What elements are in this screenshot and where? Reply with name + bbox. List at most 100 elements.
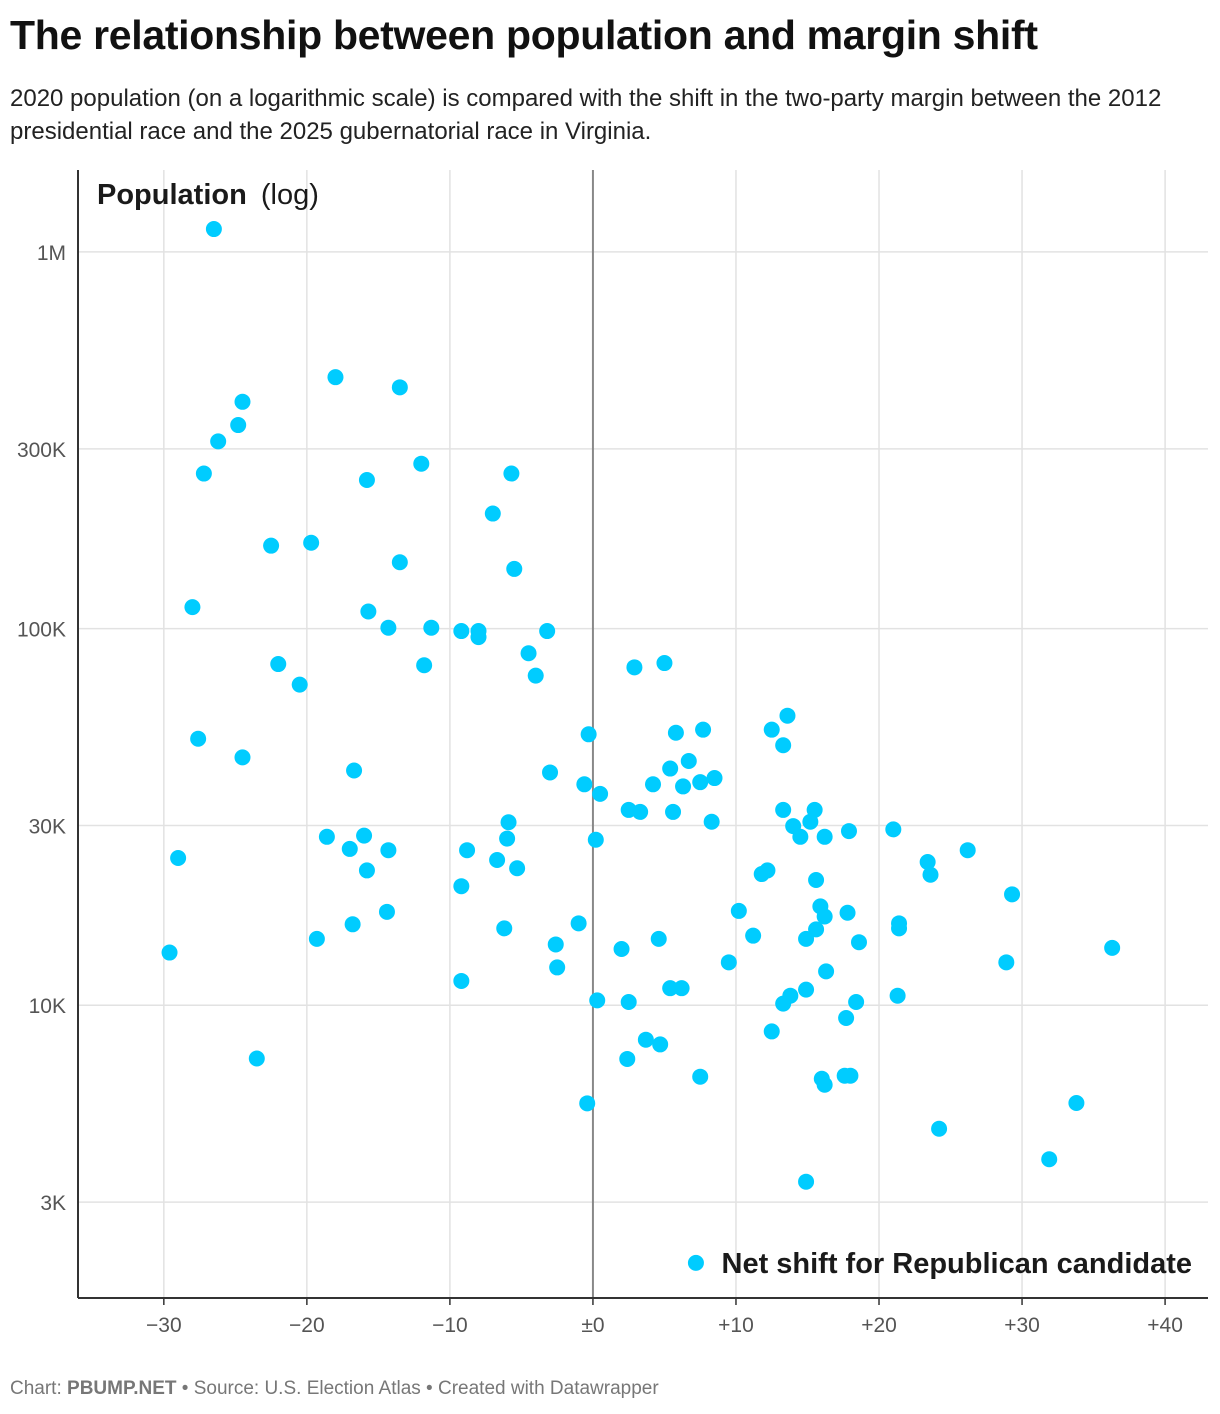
data-point[interactable] <box>589 992 606 1009</box>
data-point[interactable] <box>484 505 501 522</box>
data-point[interactable] <box>675 778 692 795</box>
data-point[interactable] <box>161 944 178 961</box>
data-point[interactable] <box>489 851 506 868</box>
data-point[interactable] <box>291 676 308 693</box>
data-point[interactable] <box>423 619 440 636</box>
data-point[interactable] <box>1004 886 1021 903</box>
data-point[interactable] <box>170 849 187 866</box>
data-point[interactable] <box>453 623 470 640</box>
data-point[interactable] <box>848 993 865 1010</box>
data-point[interactable] <box>234 749 251 766</box>
data-point[interactable] <box>673 980 690 997</box>
data-point[interactable] <box>840 823 857 840</box>
data-point[interactable] <box>745 927 762 944</box>
data-point[interactable] <box>656 655 673 672</box>
data-point[interactable] <box>922 866 939 883</box>
data-point[interactable] <box>620 993 637 1010</box>
data-point[interactable] <box>808 921 825 938</box>
data-point[interactable] <box>549 959 566 976</box>
data-point[interactable] <box>303 534 320 551</box>
data-point[interactable] <box>645 776 662 793</box>
data-point[interactable] <box>687 1254 704 1271</box>
data-point[interactable] <box>413 455 430 472</box>
data-point[interactable] <box>380 842 397 859</box>
data-point[interactable] <box>1041 1151 1058 1168</box>
data-point[interactable] <box>579 1095 596 1112</box>
data-point[interactable] <box>753 866 770 883</box>
data-point[interactable] <box>230 417 247 434</box>
data-point[interactable] <box>356 827 373 844</box>
data-point[interactable] <box>184 599 201 616</box>
data-point[interactable] <box>637 1031 654 1048</box>
data-point[interactable] <box>838 1009 855 1026</box>
data-point[interactable] <box>706 770 723 787</box>
data-point[interactable] <box>730 902 747 919</box>
data-point[interactable] <box>509 860 526 877</box>
data-point[interactable] <box>344 916 361 933</box>
data-point[interactable] <box>842 1067 859 1084</box>
data-point[interactable] <box>358 472 375 489</box>
data-point[interactable] <box>1104 939 1121 956</box>
data-point[interactable] <box>775 737 792 754</box>
data-point[interactable] <box>919 854 936 871</box>
data-point[interactable] <box>378 903 395 920</box>
data-point[interactable] <box>665 803 682 820</box>
data-point[interactable] <box>798 930 815 947</box>
data-point[interactable] <box>619 1050 636 1067</box>
data-point[interactable] <box>234 393 251 410</box>
data-point[interactable] <box>779 707 796 724</box>
data-point[interactable] <box>650 930 667 947</box>
data-point[interactable] <box>692 774 709 791</box>
footer-chart-source[interactable]: PBUMP.NET <box>67 1378 177 1399</box>
data-point[interactable] <box>703 813 720 830</box>
data-point[interactable] <box>626 659 643 676</box>
data-point[interactable] <box>839 904 856 921</box>
data-point[interactable] <box>889 987 906 1004</box>
data-point[interactable] <box>308 930 325 947</box>
data-point[interactable] <box>346 762 363 779</box>
data-point[interactable] <box>1068 1095 1085 1112</box>
data-point[interactable] <box>816 1076 833 1093</box>
data-point[interactable] <box>205 221 222 238</box>
data-point[interactable] <box>248 1050 265 1067</box>
data-point[interactable] <box>539 623 556 640</box>
data-point[interactable] <box>210 433 227 450</box>
data-point[interactable] <box>380 619 397 636</box>
data-point[interactable] <box>680 753 697 770</box>
data-point[interactable] <box>792 828 809 845</box>
data-point[interactable] <box>527 667 544 684</box>
data-point[interactable] <box>570 915 587 932</box>
data-point[interactable] <box>695 721 712 738</box>
data-point[interactable] <box>613 941 630 958</box>
data-point[interactable] <box>576 776 593 793</box>
data-point[interactable] <box>667 724 684 741</box>
data-point[interactable] <box>587 831 604 848</box>
data-point[interactable] <box>190 730 207 747</box>
data-point[interactable] <box>520 645 537 662</box>
data-point[interactable] <box>496 920 513 937</box>
data-point[interactable] <box>358 862 375 879</box>
data-point[interactable] <box>341 840 358 857</box>
data-point[interactable] <box>763 721 780 738</box>
data-point[interactable] <box>459 842 476 859</box>
data-point[interactable] <box>416 657 433 674</box>
data-point[interactable] <box>580 726 597 743</box>
data-point[interactable] <box>891 920 908 937</box>
data-point[interactable] <box>500 814 517 831</box>
data-point[interactable] <box>802 813 819 830</box>
data-point[interactable] <box>850 934 867 951</box>
data-point[interactable] <box>798 1173 815 1190</box>
data-point[interactable] <box>775 801 792 818</box>
data-point[interactable] <box>195 465 212 482</box>
data-point[interactable] <box>692 1068 709 1085</box>
data-point[interactable] <box>506 560 523 577</box>
data-point[interactable] <box>592 785 609 802</box>
data-point[interactable] <box>263 537 280 554</box>
data-point[interactable] <box>542 764 559 781</box>
data-point[interactable] <box>327 369 344 386</box>
data-point[interactable] <box>453 878 470 895</box>
data-point[interactable] <box>816 908 833 925</box>
data-point[interactable] <box>818 963 835 980</box>
data-point[interactable] <box>782 987 799 1004</box>
data-point[interactable] <box>652 1036 669 1053</box>
